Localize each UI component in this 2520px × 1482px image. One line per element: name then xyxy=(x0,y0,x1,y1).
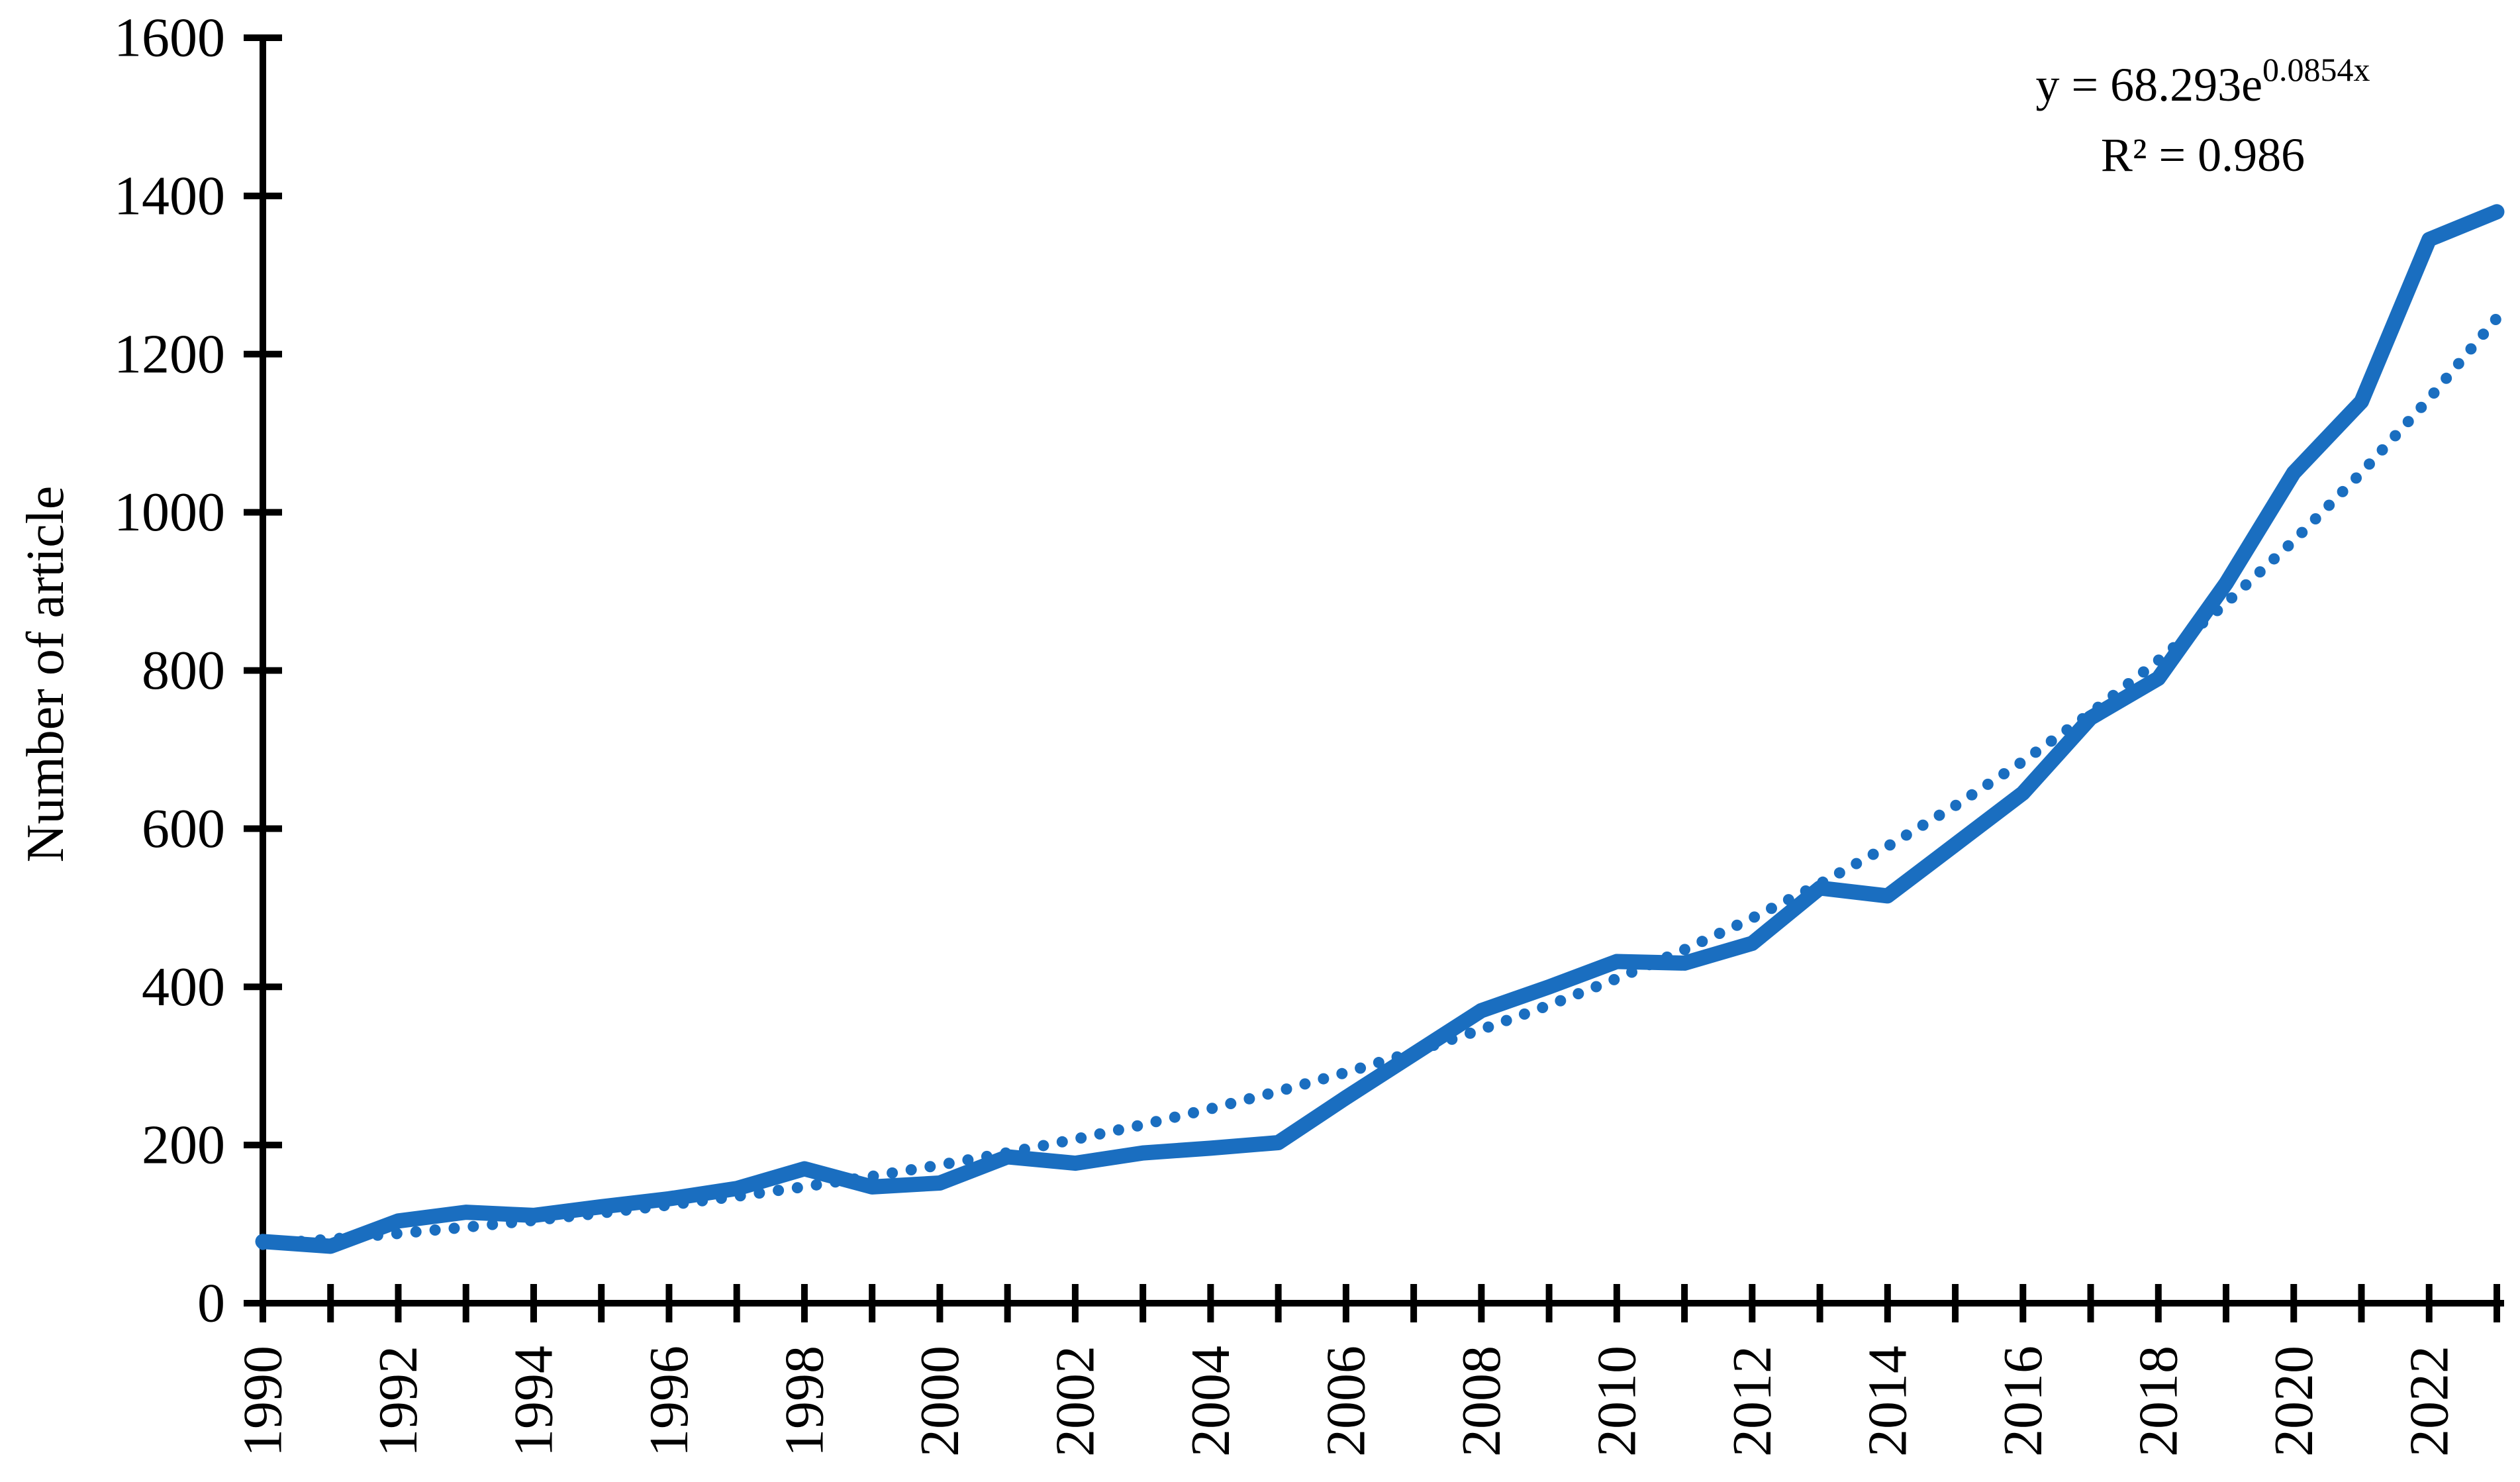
y-axis-title: Number of article xyxy=(17,486,75,863)
x-tick-label: 2012 xyxy=(1721,1346,1783,1457)
x-tick-label: 1996 xyxy=(638,1346,700,1457)
x-tick-label: 1998 xyxy=(773,1346,835,1457)
equation-text: y = 68.293e0.0854x xyxy=(2035,51,2370,111)
x-tick-label: 2014 xyxy=(1857,1346,1918,1457)
y-tick-label: 0 xyxy=(197,1273,225,1334)
x-tick-label: 1994 xyxy=(503,1346,564,1457)
x-tick-label: 2022 xyxy=(2398,1346,2460,1457)
y-tick-label: 600 xyxy=(142,798,225,860)
x-tick-label: 2010 xyxy=(1586,1346,1647,1457)
x-tick-label: 2006 xyxy=(1315,1346,1377,1457)
x-tick-label: 1992 xyxy=(367,1346,429,1457)
y-tick-label: 1200 xyxy=(114,323,225,385)
x-tick-label: 2020 xyxy=(2263,1346,2325,1457)
axes xyxy=(260,38,2504,1322)
equation-annotation: y = 68.293e0.0854x R² = 0.986 xyxy=(2035,51,2370,181)
x-tick-label: 2016 xyxy=(1992,1346,2054,1457)
y-tick-label: 1000 xyxy=(114,481,225,543)
x-axis-tick-labels: 1990 1992 1994 1996 1998 2000 2002 2004 2006 2008… xyxy=(232,1346,2460,1457)
trendline-dotted xyxy=(257,312,2503,1250)
r-squared-text: R² = 0.986 xyxy=(2101,128,2305,181)
x-tick-label: 1990 xyxy=(232,1346,294,1457)
y-tick-label: 400 xyxy=(142,956,225,1018)
y-tick-label: 1600 xyxy=(114,7,225,69)
x-tick-label: 2002 xyxy=(1044,1346,1106,1457)
y-tick-label: 200 xyxy=(142,1114,225,1176)
x-tick-label: 2000 xyxy=(909,1346,971,1457)
y-tick-label: 800 xyxy=(142,640,225,701)
x-tick-label: 2008 xyxy=(1451,1346,1512,1457)
articles-line xyxy=(255,204,2505,1254)
y-axis-tick-labels: 0 200 400 600 800 1000 1200 1400 1600 xyxy=(114,7,225,1334)
x-tick-label: 2018 xyxy=(2127,1346,2189,1457)
x-tick-label: 2004 xyxy=(1180,1346,1241,1457)
y-tick-label: 1400 xyxy=(114,165,225,226)
